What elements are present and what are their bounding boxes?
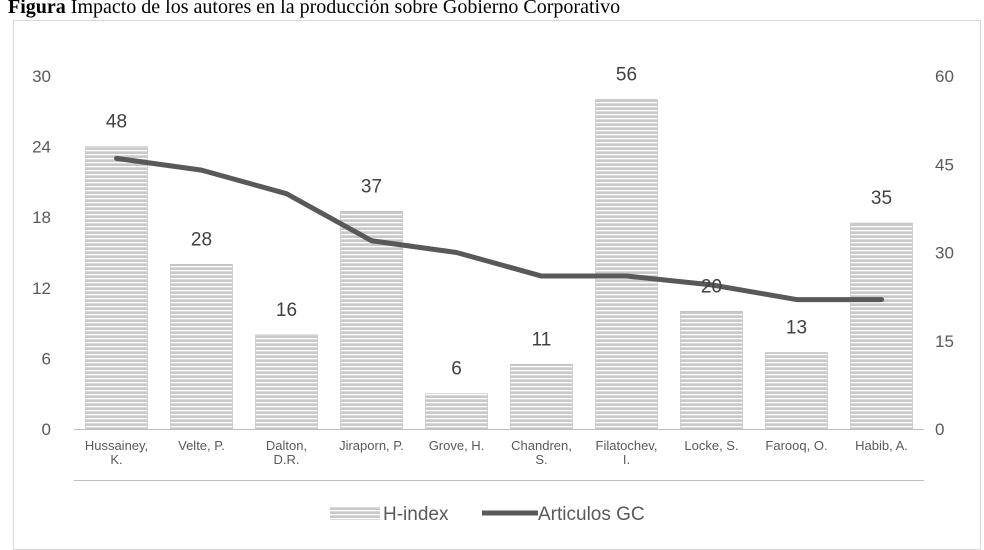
data-label-h-index: 35 [871,188,892,209]
data-label-h-index: 28 [191,229,212,250]
x-category-label: Velte, P. [178,438,225,453]
bar-h-index [170,263,233,430]
y-right-tick-label: 60 [935,67,954,86]
legend-label-articulos-gc: Articulos GC [538,504,645,525]
x-category-label: Habib, A. [855,438,908,453]
y-left-tick-label: 18 [32,208,51,227]
bar-h-index [595,99,658,430]
caption-text: Impacto de los autores en la producción … [70,0,621,18]
bar-h-index [255,334,318,430]
caption-label: Figura [8,0,66,18]
bar-h-index [850,222,913,430]
data-label-h-index: 56 [616,65,637,86]
x-category-label: Filatochev, I. [596,438,658,467]
series-line-articulos-gc [114,155,884,303]
legend: H-index Articulos GC [330,504,645,525]
y-left-tick-label: 24 [32,138,51,157]
y-right-tick-label: 15 [935,332,954,351]
bar-h-index [765,352,828,430]
y-right-tick-label: 45 [935,155,954,174]
figure-caption: Figura Impacto de los autores en la prod… [8,0,984,18]
x-category-label: Grove, H. [429,438,485,453]
data-label-h-index: 11 [532,329,552,350]
bar-h-index [340,211,403,430]
y-left-tick-label: 6 [42,349,51,368]
data-label-h-index: 6 [451,359,462,380]
data-label-h-index: 13 [786,318,807,339]
data-label-h-index: 20 [701,276,722,297]
y-right-tick-label: 30 [935,244,954,263]
data-label-h-index: 16 [276,300,297,321]
legend-swatch-h-index [330,506,380,520]
bar-h-index [85,146,148,430]
bar-h-index [425,393,488,430]
x-category-label: Farooq, O. [765,438,827,453]
x-category-label: Locke, S. [684,438,738,453]
y-left-tick-label: 0 [42,420,51,439]
x-category-label: Dalton, D.R. [266,438,307,467]
y-left-tick-label: 30 [32,67,51,86]
y-left-tick-label: 12 [32,279,51,298]
data-label-h-index: 37 [361,176,382,197]
legend-label-h-index: H-index [383,504,449,525]
bar-h-index [510,363,573,430]
x-category-label: Chandren, S. [511,438,572,467]
x-category-label: Jiraporn, P. [339,438,404,453]
y-right-tick-label: 0 [935,420,944,439]
data-label-h-index: 48 [106,112,127,133]
bar-h-index [680,311,743,430]
x-category-label: Hussainey, K. [85,438,148,467]
